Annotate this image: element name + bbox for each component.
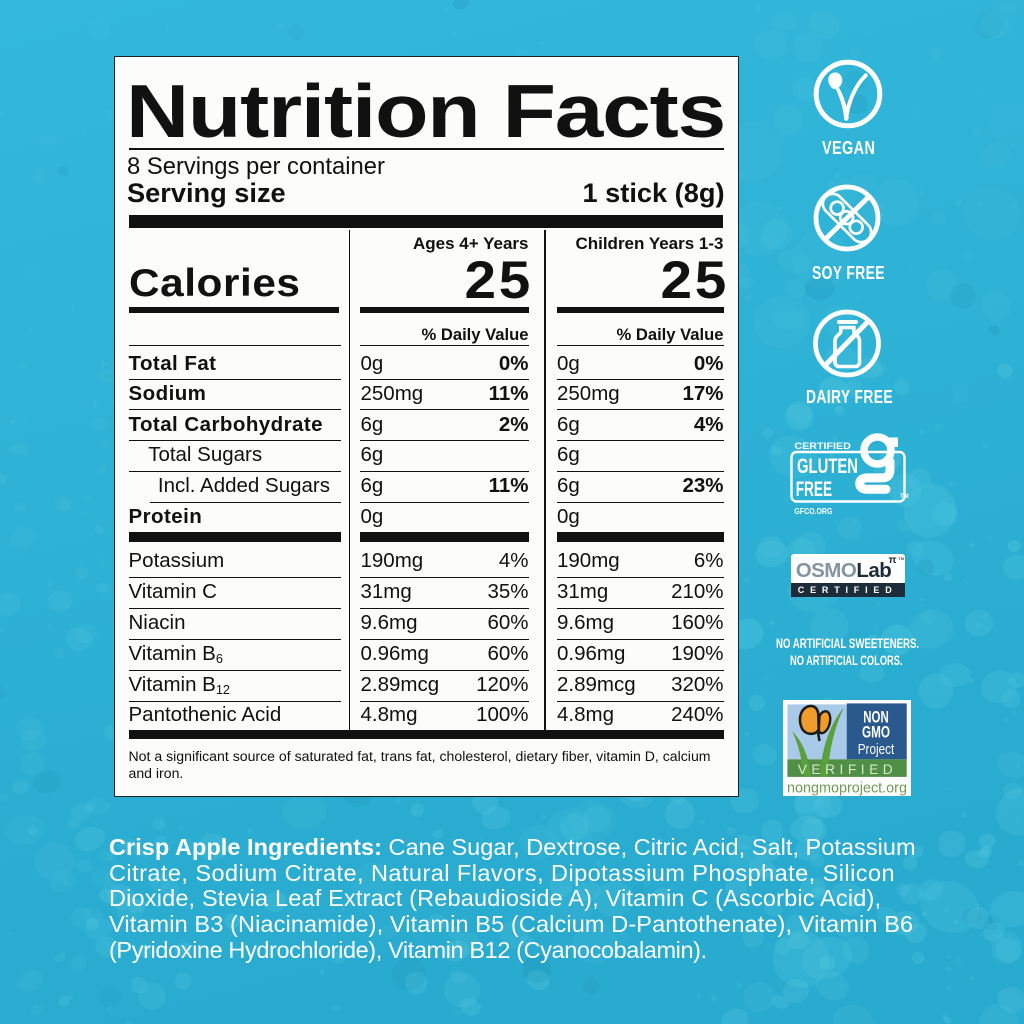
svg-text:VERIFIED: VERIFIED <box>798 761 898 776</box>
svg-text:GMO: GMO <box>862 723 890 741</box>
svg-text:nongmoproject.org: nongmoproject.org <box>787 779 907 796</box>
svg-text:GLUTEN: GLUTEN <box>797 453 858 478</box>
svg-text:GFCO.ORG: GFCO.ORG <box>794 506 832 516</box>
svg-text:TM: TM <box>900 494 909 500</box>
svg-text:NON: NON <box>863 708 888 726</box>
svg-text:FREE: FREE <box>796 476 833 501</box>
svg-text:Project: Project <box>858 740 895 757</box>
svg-text:CERTIFIED: CERTIFIED <box>794 441 851 451</box>
